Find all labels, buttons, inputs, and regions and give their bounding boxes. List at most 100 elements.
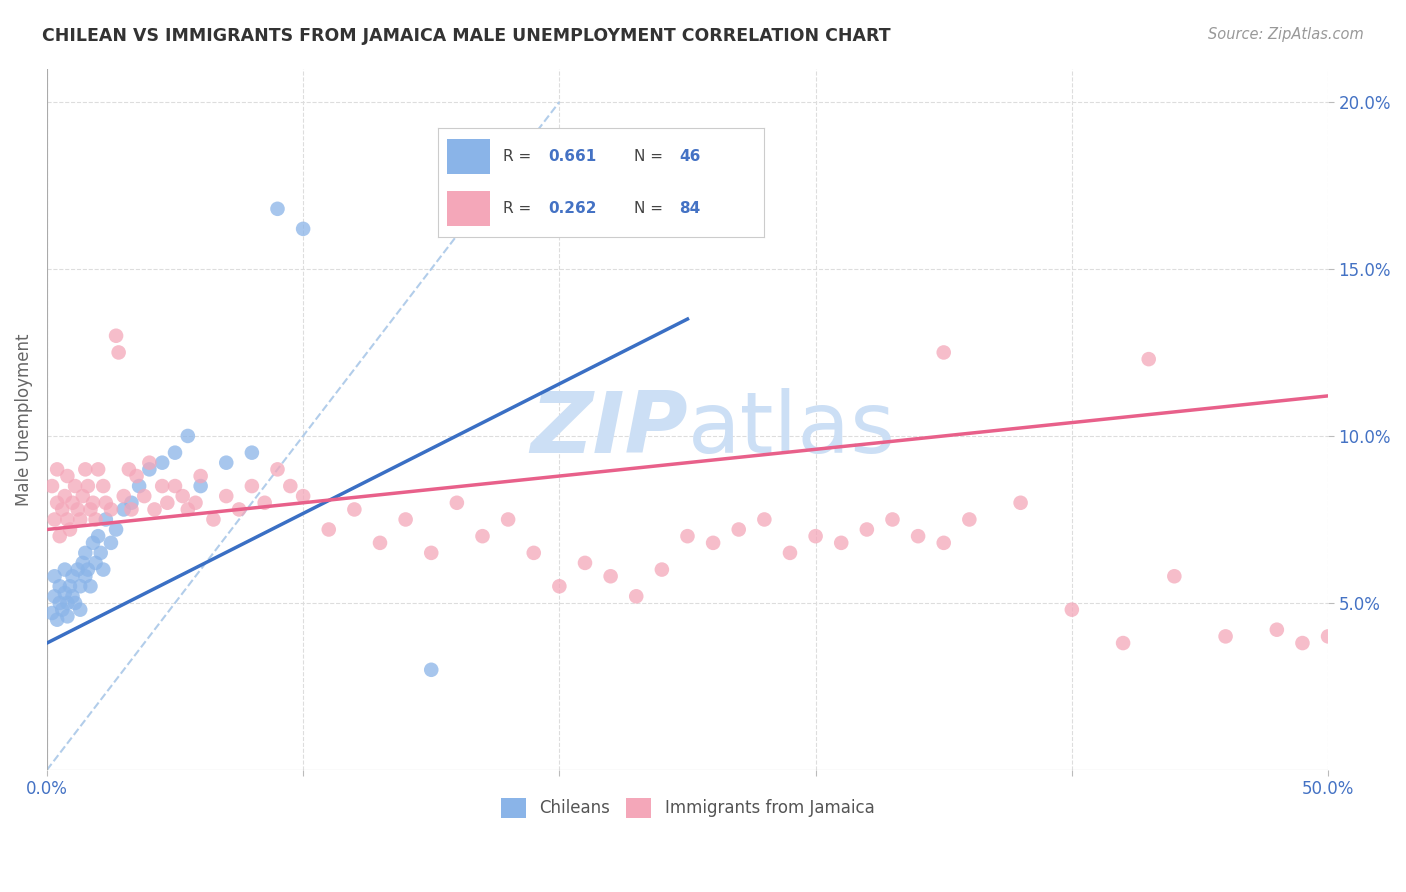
Point [94, 496, 117, 510]
Point [599, 569, 621, 583]
Point [112, 502, 135, 516]
Point [48, 529, 70, 543]
Point [1265, 623, 1288, 637]
Point [79, 579, 101, 593]
Point [496, 512, 519, 526]
Point [69, 512, 91, 526]
Point [163, 479, 186, 493]
Point [240, 479, 263, 493]
Point [156, 496, 179, 510]
Point [105, 523, 128, 537]
Point [46, 462, 69, 476]
Text: CHILEAN VS IMMIGRANTS FROM JAMAICA MALE UNEMPLOYMENT CORRELATION CHART: CHILEAN VS IMMIGRANTS FROM JAMAICA MALE … [42, 27, 891, 45]
Point [138, 456, 160, 470]
Point [150, 456, 173, 470]
Point [253, 496, 276, 510]
Point [41, 479, 63, 493]
Point [163, 445, 186, 459]
Point [548, 145, 571, 159]
Point [1317, 629, 1340, 643]
Point [172, 489, 194, 503]
Point [190, 469, 212, 483]
Point [1215, 629, 1237, 643]
Point [1060, 602, 1083, 616]
Point [59, 523, 82, 537]
Point [727, 523, 749, 537]
Point [48, 596, 70, 610]
Point [112, 489, 135, 503]
Point [100, 502, 122, 516]
Point [87, 529, 110, 543]
Point [907, 529, 929, 543]
Point [66, 502, 89, 516]
Point [804, 529, 827, 543]
Point [82, 536, 104, 550]
Point [190, 479, 212, 493]
Point [56, 512, 79, 526]
Point [59, 579, 82, 593]
Point [1163, 569, 1185, 583]
Point [51, 602, 73, 616]
Point [574, 556, 596, 570]
Point [91, 563, 114, 577]
Point [56, 469, 79, 483]
Point [125, 469, 148, 483]
Point [77, 563, 100, 577]
Point [56, 596, 79, 610]
Point [318, 523, 340, 537]
Point [1291, 636, 1313, 650]
Point [120, 496, 142, 510]
Point [184, 496, 207, 510]
Point [72, 489, 94, 503]
Point [41, 606, 63, 620]
Point [44, 512, 66, 526]
Point [143, 502, 166, 516]
Point [138, 462, 160, 476]
Point [779, 546, 801, 560]
Point [523, 546, 546, 560]
Point [394, 512, 416, 526]
Point [1137, 352, 1160, 367]
Point [150, 479, 173, 493]
Point [53, 563, 76, 577]
Point [134, 489, 156, 503]
Point [91, 479, 114, 493]
Point [56, 609, 79, 624]
Point [446, 496, 468, 510]
Point [651, 563, 673, 577]
Point [69, 579, 91, 593]
Point [69, 602, 91, 616]
Point [84, 512, 107, 526]
Point [75, 462, 97, 476]
Point [228, 502, 250, 516]
Point [75, 546, 97, 560]
Point [266, 462, 288, 476]
Point [754, 512, 776, 526]
Point [44, 589, 66, 603]
Point [46, 613, 69, 627]
Point [53, 489, 76, 503]
Point [62, 569, 84, 583]
Y-axis label: Male Unemployment: Male Unemployment [15, 333, 32, 506]
Point [46, 496, 69, 510]
Point [94, 512, 117, 526]
Point [177, 502, 200, 516]
Point [830, 536, 852, 550]
Point [75, 569, 97, 583]
Text: Source: ZipAtlas.com: Source: ZipAtlas.com [1208, 27, 1364, 42]
Point [72, 556, 94, 570]
Point [87, 462, 110, 476]
Point [1112, 636, 1135, 650]
Point [79, 502, 101, 516]
Point [202, 512, 225, 526]
Point [63, 479, 86, 493]
Point [120, 502, 142, 516]
Point [66, 563, 89, 577]
Point [48, 579, 70, 593]
Point [105, 328, 128, 343]
Point [215, 489, 238, 503]
Point [420, 546, 443, 560]
Point [626, 589, 648, 603]
Point [128, 479, 150, 493]
Point [215, 456, 238, 470]
